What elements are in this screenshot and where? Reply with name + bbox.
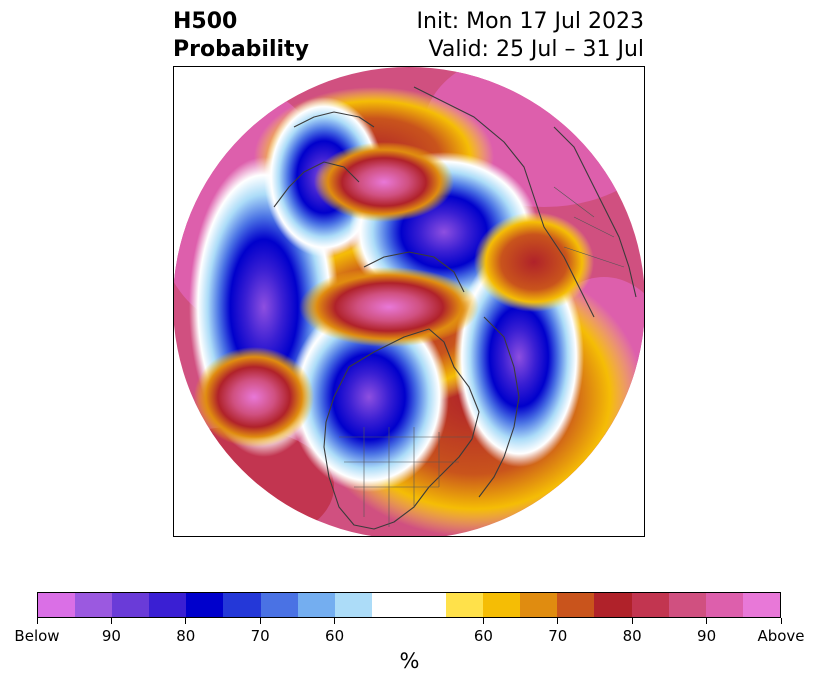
init-date: Init: Mon 17 Jul 2023 <box>416 9 644 34</box>
valid-range: Valid: 25 Jul – 31 Jul <box>428 37 644 62</box>
colorbar-tick-label: 60 <box>473 627 493 645</box>
colorbar-tick <box>631 618 633 624</box>
colorbar-segment <box>223 593 261 617</box>
colorbar-tick <box>706 618 708 624</box>
colorbar-segment <box>260 593 298 617</box>
colorbar-segment <box>149 593 187 617</box>
colorbar-tick-label: 70 <box>250 627 270 645</box>
colorbar-tick <box>36 618 38 624</box>
colorbar-segment <box>112 593 150 617</box>
colorbar-tick <box>780 618 782 624</box>
colorbar-tick-label: 60 <box>325 627 345 645</box>
colorbar-segment <box>446 593 484 617</box>
title-left: H500 Probability <box>173 8 309 64</box>
colorbar-tick <box>482 618 484 624</box>
colorbar-segment <box>483 593 521 617</box>
colorbar-tick-label: 80 <box>176 627 196 645</box>
colorbar-tick <box>334 618 336 624</box>
colorbar-tick-label: 70 <box>548 627 568 645</box>
map-panel <box>173 66 645 537</box>
colorbar-segment <box>520 593 558 617</box>
title-field-type: Probability <box>173 37 309 62</box>
colorbar-segment <box>371 593 447 617</box>
colorbar-segment <box>75 593 113 617</box>
colorbar-segment <box>742 593 780 617</box>
colorbar-segment <box>297 593 335 617</box>
colorbar-segment <box>334 593 372 617</box>
colorbar-segment <box>631 593 669 617</box>
colorbar-segment <box>557 593 595 617</box>
colorbar-tick-label: 80 <box>622 627 642 645</box>
coastlines <box>273 86 637 530</box>
colorbar-tick <box>557 618 559 624</box>
colorbar-tick-label: 90 <box>697 627 717 645</box>
colorbar-tick <box>110 618 112 624</box>
political-boundaries <box>339 186 625 527</box>
colorbar-units: % <box>399 649 420 673</box>
colorbar-segment <box>705 593 743 617</box>
colorbar-tick-label: Below <box>14 627 60 645</box>
colorbar-tick <box>259 618 261 624</box>
colorbar-segment <box>594 593 632 617</box>
colorbar-segment <box>186 593 224 617</box>
colorbar-segment <box>668 593 706 617</box>
colorbar-tick-label: Above <box>757 627 805 645</box>
colorbar <box>37 592 781 618</box>
colorbar-tick <box>185 618 187 624</box>
colorbar-segment <box>38 593 76 617</box>
probability-map <box>174 67 644 536</box>
title-field-name: H500 <box>173 9 238 34</box>
title-right: Init: Mon 17 Jul 2023 Valid: 25 Jul – 31… <box>417 8 644 64</box>
colorbar-tick-label: 90 <box>101 627 121 645</box>
probability-field <box>174 67 644 536</box>
